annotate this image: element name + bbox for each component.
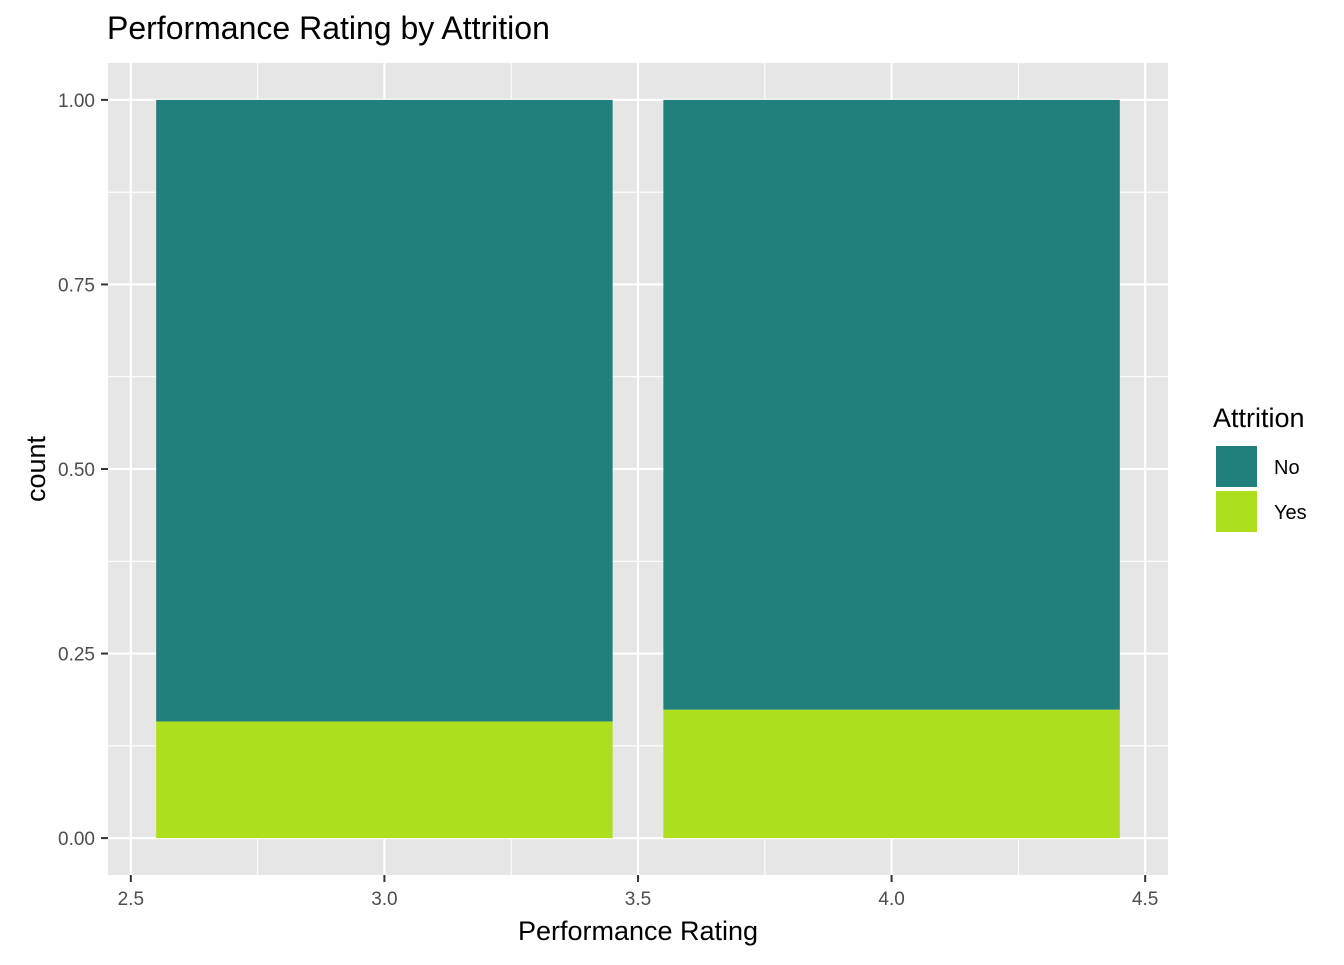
legend: Attrition No Yes (1213, 403, 1307, 534)
y-tick-label: 0.25 (58, 645, 95, 666)
legend-label-no: No (1274, 457, 1300, 479)
bar-yes-3 (156, 721, 613, 839)
legend-title: Attrition (1213, 403, 1305, 433)
legend-swatch-yes (1214, 489, 1259, 534)
x-axis: 2.5 3.0 3.5 4.0 4.5 (118, 875, 1158, 910)
x-tick-label: 2.5 (118, 889, 144, 910)
x-tick-label: 3.0 (371, 889, 397, 910)
x-tick-label: 3.5 (625, 889, 651, 910)
y-axis: 0.00 0.25 0.50 0.75 1.00 (58, 91, 108, 850)
y-axis-label: count (21, 435, 51, 502)
x-tick-label: 4.5 (1132, 889, 1158, 910)
legend-items: No Yes (1214, 444, 1307, 534)
y-tick-label: 0.50 (58, 460, 95, 481)
x-axis-label: Performance Rating (518, 916, 758, 946)
bar-no-3 (156, 99, 613, 722)
bar-yes-4 (663, 709, 1120, 839)
chart-title: Performance Rating by Attrition (107, 10, 550, 46)
bar-no-4 (663, 99, 1120, 710)
bars (156, 99, 1120, 839)
y-tick-label: 0.75 (58, 275, 95, 296)
y-tick-label: 1.00 (58, 91, 95, 112)
x-tick-label: 4.0 (878, 889, 904, 910)
y-tick-label: 0.00 (58, 829, 95, 850)
legend-swatch-no (1214, 444, 1259, 489)
legend-label-yes: Yes (1274, 502, 1307, 524)
